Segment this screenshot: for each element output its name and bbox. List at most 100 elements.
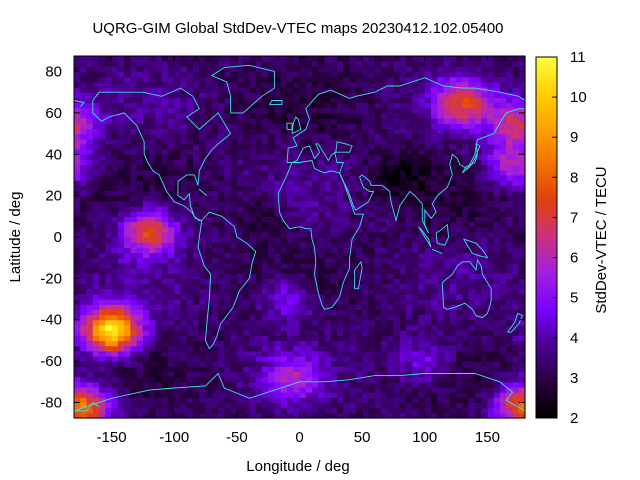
heatmap-cell [230, 397, 238, 404]
heatmap-cell [280, 143, 288, 150]
heatmap-cell [80, 159, 88, 166]
heatmap-cell [142, 174, 150, 181]
heatmap-cell [199, 97, 207, 104]
heatmap-cell [393, 226, 401, 233]
heatmap-cell [437, 231, 445, 238]
heatmap-cell [286, 304, 294, 310]
heatmap-cell [493, 92, 501, 98]
heatmap-cell [205, 226, 213, 233]
heatmap-cell [111, 412, 119, 419]
heatmap-cell [255, 340, 263, 347]
heatmap-cell [368, 169, 376, 176]
heatmap-cell [255, 107, 263, 114]
heatmap-cell [149, 102, 157, 109]
heatmap-cell [387, 112, 395, 119]
heatmap-cell [499, 190, 507, 197]
heatmap-cell [437, 66, 445, 73]
heatmap-cell [117, 66, 125, 73]
heatmap-cell [261, 252, 269, 259]
heatmap-cell [374, 92, 382, 98]
heatmap-cell [324, 200, 332, 207]
heatmap-cell [468, 195, 476, 202]
heatmap-cell [462, 87, 470, 93]
heatmap-cell [218, 392, 225, 398]
heatmap-cell [92, 133, 100, 140]
heatmap-cell [312, 361, 319, 367]
heatmap-cell [205, 283, 213, 290]
heatmap-cell [506, 319, 514, 326]
heatmap-cell [481, 340, 489, 347]
heatmap-cell [349, 149, 357, 155]
heatmap-cell [318, 397, 326, 404]
heatmap-cell [236, 102, 244, 109]
heatmap-cell [280, 386, 288, 393]
heatmap-cell [518, 293, 526, 300]
heatmap-cell [362, 195, 369, 202]
heatmap-cell [111, 324, 119, 331]
heatmap-cell [105, 174, 113, 181]
heatmap-cell [399, 190, 407, 197]
heatmap-cell [349, 107, 357, 114]
heatmap-cell [349, 97, 357, 104]
heatmap-cell [343, 159, 351, 166]
heatmap-cell [268, 371, 276, 378]
heatmap-cell [293, 283, 301, 290]
heatmap-cell [224, 283, 232, 290]
heatmap-cell [468, 190, 476, 197]
heatmap-cell [211, 81, 219, 88]
heatmap-cell [424, 309, 432, 316]
heatmap-cell [142, 128, 150, 135]
heatmap-cell [193, 81, 200, 88]
heatmap-cell [243, 92, 250, 98]
heatmap-cell [261, 190, 269, 197]
heatmap-cell [230, 392, 238, 398]
heatmap-cell [493, 81, 501, 88]
heatmap-cell [268, 216, 276, 223]
heatmap-cell [105, 309, 113, 316]
heatmap-cell [462, 262, 470, 269]
heatmap-cell [387, 268, 395, 274]
heatmap-cell [368, 268, 376, 274]
heatmap-cell [249, 138, 257, 145]
heatmap-cell [86, 345, 94, 352]
heatmap-cell [249, 319, 257, 326]
heatmap-cell [355, 319, 363, 326]
heatmap-cell [324, 112, 332, 119]
heatmap-cell [211, 87, 219, 93]
heatmap-cell [230, 386, 238, 393]
heatmap-cell [393, 268, 401, 274]
heatmap-cell [374, 366, 382, 373]
heatmap-cell [99, 247, 106, 254]
heatmap-cell [299, 355, 307, 362]
heatmap-cell [199, 355, 207, 362]
heatmap-cell [130, 242, 138, 248]
heatmap-cell [418, 66, 426, 73]
heatmap-cell [274, 143, 282, 150]
heatmap-cell [124, 381, 131, 388]
heatmap-cell [337, 195, 344, 202]
heatmap-cell [149, 61, 157, 67]
heatmap-cell [506, 169, 514, 176]
heatmap-cell [180, 366, 188, 373]
heatmap-cell [374, 205, 382, 212]
heatmap-cell [443, 304, 451, 310]
heatmap-cell [330, 299, 338, 305]
heatmap-cell [293, 138, 301, 145]
heatmap-cell [474, 87, 482, 93]
heatmap-cell [280, 299, 288, 305]
heatmap-cell [286, 118, 294, 124]
heatmap-cell [499, 180, 507, 186]
heatmap-cell [142, 392, 150, 398]
heatmap-cell [174, 102, 182, 109]
heatmap-cell [368, 237, 376, 243]
heatmap-cell [186, 304, 194, 310]
heatmap-cell [431, 216, 438, 223]
heatmap-cell [368, 61, 376, 67]
heatmap-cell [174, 345, 182, 352]
heatmap-cell [255, 164, 263, 171]
heatmap-cell [161, 345, 169, 352]
heatmap-cell [330, 278, 338, 285]
heatmap-cell [180, 268, 188, 274]
heatmap-cell [199, 366, 207, 373]
heatmap-cell [174, 143, 182, 150]
